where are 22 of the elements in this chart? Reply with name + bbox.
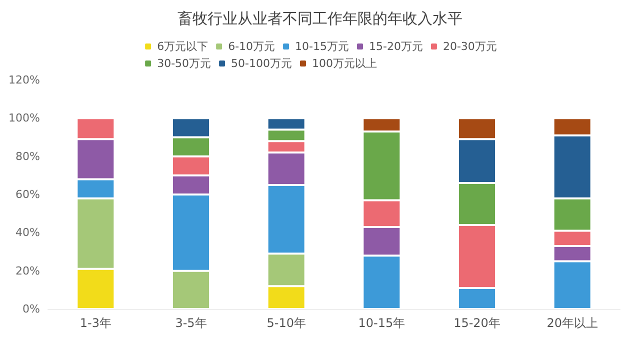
legend-label: 10-15万元 [295, 40, 350, 53]
legend-label: 20-30万元 [442, 40, 497, 53]
legend-label: 15-20万元 [369, 40, 423, 53]
x-tick-label: 3-5年 [175, 316, 207, 330]
legend-label: 30-50万元 [157, 57, 212, 70]
y-tick-label: 20% [16, 264, 40, 278]
legend-label: 6-10万元 [228, 40, 276, 53]
legend-label: 6万元以下 [157, 40, 208, 53]
y-tick-label: 120% [8, 74, 40, 86]
y-tick-label: 40% [16, 226, 40, 240]
y-tick-label: 80% [16, 150, 40, 163]
legend-label: 100万元以上 [312, 57, 377, 70]
x-tick-label: 5-10年 [266, 316, 306, 330]
legend-label: 50-100万元 [231, 57, 292, 70]
y-tick-label: 0% [22, 302, 40, 316]
x-tick-label: 1-3年 [80, 316, 112, 330]
y-tick-label: 60% [16, 188, 40, 201]
y-tick-label: 100% [8, 112, 40, 125]
x-tick-label: 20年以上 [546, 316, 598, 330]
x-tick-label: 15-20年 [454, 316, 500, 330]
x-tick-label: 10-15年 [358, 316, 406, 330]
chart-title: 畜牧行业从业者不同工作年限的年收入水平 [178, 10, 462, 28]
